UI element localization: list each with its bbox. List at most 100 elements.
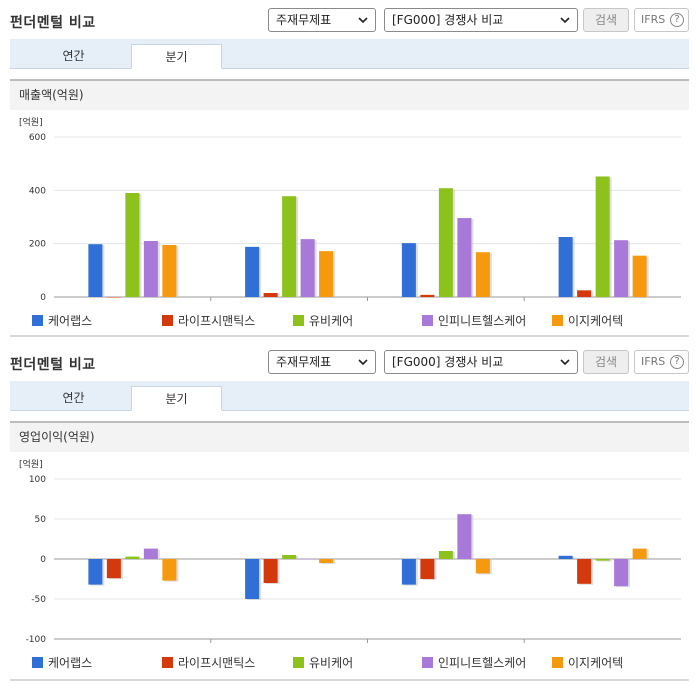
legend-swatch (552, 315, 563, 326)
revenue-chart: [억원] 0 200 400 600 2023/06 2023/09 2023/12 2024/… (19, 116, 681, 303)
bar[interactable] (558, 555, 573, 559)
x-tick-label: 2023/06 (116, 644, 149, 645)
divider (10, 335, 689, 337)
legend-item[interactable]: 유비케어 (293, 654, 353, 672)
bar[interactable] (319, 251, 334, 297)
search-button[interactable]: 검색 (583, 350, 629, 374)
bar[interactable] (632, 548, 647, 559)
bar[interactable] (420, 559, 435, 579)
panel-header: 펀더멘털 비교 주재무제표 [FG000] 경쟁사 비교 검색 IFRS ? (0, 0, 696, 38)
bar[interactable] (595, 176, 610, 297)
bar[interactable] (88, 244, 103, 297)
statement-type-select[interactable]: 주재무제표 (268, 8, 376, 32)
period-tabs: 연간 분기 (10, 39, 689, 69)
statement-type-select[interactable]: 주재무제표 (268, 350, 376, 374)
legend-item[interactable]: 라이프시맨틱스 (162, 654, 255, 672)
bar[interactable] (438, 551, 453, 559)
compare-group-select[interactable]: [FG000] 경쟁사 비교 (384, 350, 578, 374)
help-icon[interactable]: ? (670, 13, 684, 27)
bar[interactable] (475, 559, 490, 574)
legend-item[interactable]: 라이프시맨틱스 (162, 312, 255, 330)
x-tick-label: 2023/09 (273, 644, 306, 645)
bar[interactable] (162, 245, 177, 297)
legend-item[interactable]: 유비케어 (293, 312, 353, 330)
x-tick-label: 2024/03 (586, 644, 619, 645)
tab-annual[interactable]: 연간 (62, 49, 85, 63)
legend-item[interactable]: 인피니트헬스케어 (422, 654, 526, 672)
bar[interactable] (438, 188, 453, 297)
compare-group-select[interactable]: [FG000] 경쟁사 비교 (384, 8, 578, 32)
bar[interactable] (457, 514, 472, 559)
bar[interactable] (106, 559, 121, 579)
bar[interactable] (632, 255, 647, 297)
legend-item[interactable]: 이지케어텍 (552, 654, 623, 672)
y-tick-label: 600 (29, 133, 46, 143)
y-tick-label: 0 (40, 293, 46, 303)
panel-title: 펀더멘털 비교 (10, 357, 96, 373)
bar[interactable] (614, 240, 629, 297)
bar[interactable] (125, 556, 140, 559)
bar[interactable] (401, 559, 416, 585)
legend-label: 유비케어 (309, 314, 354, 328)
bar[interactable] (143, 548, 158, 559)
legend-swatch (422, 657, 433, 668)
legend-swatch (32, 315, 43, 326)
bar[interactable] (614, 559, 629, 587)
bar[interactable] (420, 294, 435, 297)
statement-type-value: 주재무제표 (276, 13, 332, 27)
unit-label: [억원] (19, 116, 43, 128)
y-tick-label: 200 (29, 240, 46, 250)
help-icon[interactable]: ? (670, 355, 684, 369)
legend-item[interactable]: 케어랩스 (32, 654, 92, 672)
chevron-down-icon (560, 359, 570, 366)
chevron-down-icon (560, 17, 570, 24)
panel-header: 펀더멘털 비교 주재무제표 [FG000] 경쟁사 비교 검색 IFRS ? (0, 342, 696, 380)
bar[interactable] (577, 290, 592, 297)
bar[interactable] (558, 237, 573, 297)
legend-label: 유비케어 (309, 656, 354, 670)
bar[interactable] (106, 297, 121, 298)
bar[interactable] (125, 193, 140, 297)
y-tick-label: 100 (29, 475, 46, 485)
bar[interactable] (263, 293, 278, 297)
bar[interactable] (300, 239, 315, 297)
bar[interactable] (300, 559, 315, 560)
legend-swatch (32, 657, 43, 668)
bar[interactable] (263, 559, 278, 583)
bar[interactable] (457, 218, 472, 297)
legend-label: 이지케어텍 (568, 656, 624, 670)
ifrs-button[interactable]: IFRS ? (634, 8, 689, 32)
y-tick-label: -50 (31, 595, 46, 605)
y-tick-label: 0 (40, 555, 46, 565)
search-button[interactable]: 검색 (583, 8, 629, 32)
bar[interactable] (401, 243, 416, 297)
legend-item[interactable]: 이지케어텍 (552, 312, 623, 330)
bar[interactable] (143, 241, 158, 297)
legend-swatch (293, 315, 304, 326)
bar[interactable] (245, 246, 260, 297)
bar[interactable] (577, 559, 592, 584)
legend-item[interactable]: 인피니트헬스케어 (422, 312, 526, 330)
divider (10, 679, 689, 681)
compare-group-value: [FG000] 경쟁사 비교 (392, 13, 504, 27)
bar[interactable] (245, 559, 260, 599)
bar[interactable] (282, 555, 297, 559)
bar[interactable] (319, 559, 334, 563)
bar[interactable] (475, 252, 490, 297)
y-tick-label: 50 (35, 515, 47, 525)
tab-quarterly[interactable]: 분기 (131, 44, 222, 69)
bar[interactable] (595, 559, 610, 561)
bar[interactable] (162, 559, 177, 581)
bar[interactable] (88, 559, 103, 585)
legend-item[interactable]: 케어랩스 (32, 312, 92, 330)
tab-quarterly[interactable]: 분기 (131, 386, 222, 411)
panel-revenue: 펀더멘털 비교 주재무제표 [FG000] 경쟁사 비교 검색 IFRS ? 연… (0, 0, 696, 340)
legend-label: 케어랩스 (48, 314, 93, 328)
tab-annual[interactable]: 연간 (62, 391, 85, 405)
x-tick-label: 2023/12 (429, 644, 462, 645)
period-tabs: 연간 분기 (10, 381, 689, 411)
ifrs-button[interactable]: IFRS ? (634, 350, 689, 374)
chart-legend: 케어랩스 라이프시맨틱스 유비케어 인피니트헬스케어 이지케어텍 (10, 654, 689, 674)
bar-shadow (597, 560, 612, 562)
bar[interactable] (282, 196, 297, 297)
